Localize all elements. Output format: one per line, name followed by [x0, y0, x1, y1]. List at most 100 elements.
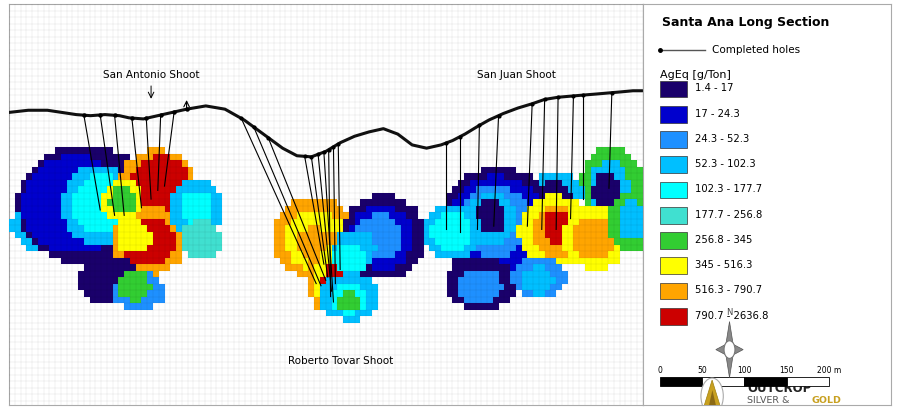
Bar [602, 173, 608, 180]
Bar [539, 283, 544, 290]
Bar [38, 186, 43, 193]
Bar [580, 231, 585, 238]
Bar [78, 193, 84, 199]
Bar [527, 238, 533, 245]
Bar [320, 277, 326, 283]
Bar [187, 186, 194, 193]
Bar [597, 193, 602, 199]
Bar [470, 225, 475, 231]
Bar [314, 238, 320, 245]
Bar [602, 245, 608, 251]
Bar [383, 231, 389, 238]
Bar [395, 271, 400, 277]
Bar [194, 212, 199, 218]
Bar [338, 290, 343, 297]
Bar [470, 290, 475, 297]
Bar [533, 245, 539, 251]
Bar [355, 258, 360, 264]
Bar [136, 231, 141, 238]
Bar [383, 251, 389, 258]
Bar [124, 258, 130, 264]
Bar [107, 166, 112, 173]
Bar [516, 238, 522, 245]
Bar [148, 154, 153, 160]
Bar [153, 297, 158, 303]
Bar [55, 186, 61, 193]
Bar [360, 212, 366, 218]
Bar [78, 160, 84, 166]
Bar [619, 173, 625, 180]
Bar [38, 231, 43, 238]
Bar [453, 225, 458, 231]
Bar [124, 231, 130, 238]
Bar [338, 297, 343, 303]
Bar [366, 225, 372, 231]
Bar [453, 238, 458, 245]
Bar [101, 199, 107, 206]
Bar [602, 193, 608, 199]
Bar [158, 206, 165, 212]
Bar [504, 166, 510, 173]
Bar [453, 231, 458, 238]
Bar [320, 251, 326, 258]
Bar [464, 225, 470, 231]
Bar [470, 212, 475, 218]
Bar [55, 212, 61, 218]
Bar [626, 206, 631, 212]
Bar [285, 206, 292, 212]
Bar [602, 212, 608, 218]
Bar [141, 212, 148, 218]
Bar [602, 264, 608, 271]
Bar [14, 206, 21, 212]
Bar [84, 206, 90, 212]
Bar [343, 303, 349, 310]
Bar [516, 264, 522, 271]
Bar [487, 231, 493, 238]
Bar [458, 245, 464, 251]
Bar [475, 218, 482, 225]
Bar [130, 186, 136, 193]
Bar [148, 225, 153, 231]
Bar [400, 245, 407, 251]
Bar [400, 218, 407, 225]
Bar [187, 206, 194, 212]
Bar [637, 199, 643, 206]
Bar [78, 154, 84, 160]
Bar [107, 218, 112, 225]
Bar [407, 245, 412, 251]
Bar [533, 283, 539, 290]
Bar [141, 225, 148, 231]
Bar [297, 238, 302, 245]
Bar [309, 218, 314, 225]
Bar [580, 206, 585, 212]
Bar [124, 303, 130, 310]
Bar [556, 212, 562, 218]
Bar [112, 218, 119, 225]
Bar [580, 231, 585, 238]
Bar [165, 186, 170, 193]
Bar [187, 238, 194, 245]
Bar [482, 271, 487, 277]
Bar [119, 173, 124, 180]
Bar [412, 206, 418, 212]
Bar [562, 212, 568, 218]
Bar [90, 238, 95, 245]
Bar [176, 173, 182, 180]
Bar [72, 154, 78, 160]
Bar [355, 271, 360, 277]
Bar [320, 231, 326, 238]
Bar [67, 245, 72, 251]
Bar [608, 154, 614, 160]
Bar [482, 277, 487, 283]
Bar [458, 225, 464, 231]
Bar [355, 258, 360, 264]
Bar [551, 212, 556, 218]
Bar [626, 218, 631, 225]
Bar [194, 225, 199, 231]
Bar [504, 180, 510, 186]
Text: 177.7 - 256.8: 177.7 - 256.8 [695, 209, 762, 220]
Bar [568, 225, 573, 231]
Bar [124, 277, 130, 283]
Bar [614, 180, 619, 186]
Bar [349, 297, 355, 303]
